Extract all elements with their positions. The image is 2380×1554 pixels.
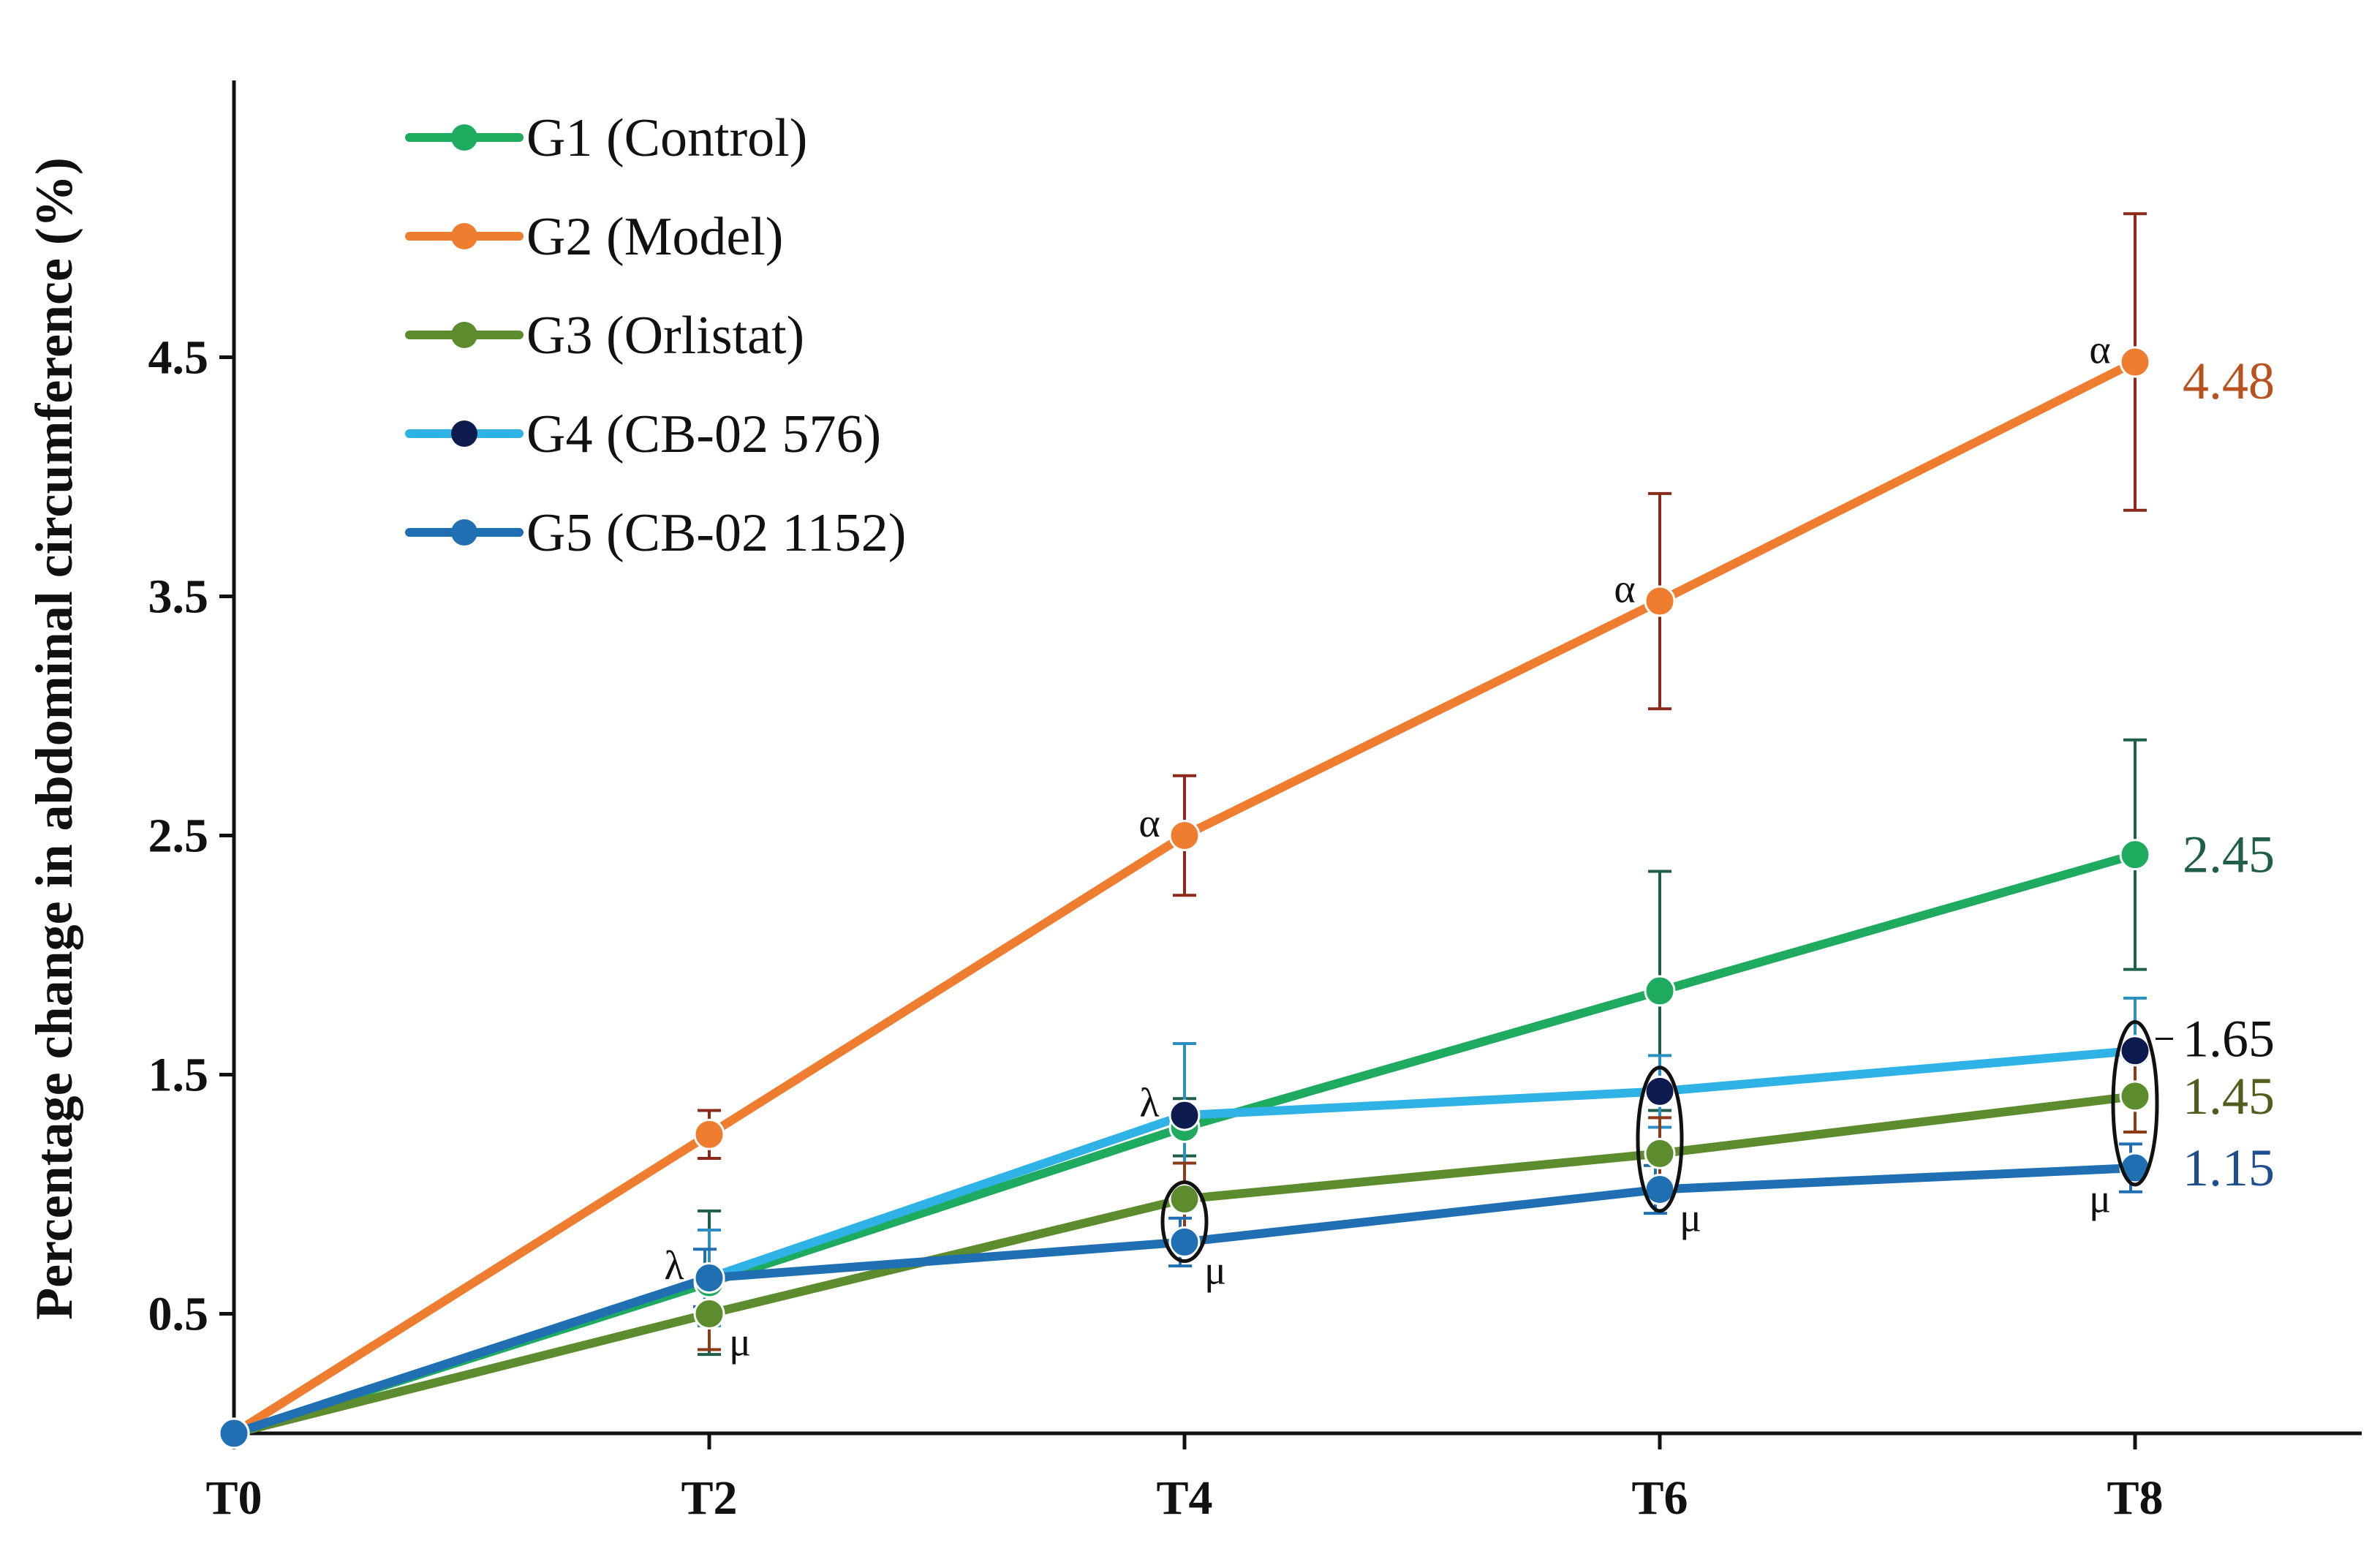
end-value-label: 2.45 — [2183, 826, 2275, 884]
y-tick-label: 3.5 — [148, 570, 209, 624]
x-tick-label-t6: T6 — [1631, 1471, 1688, 1525]
marker-g5 — [693, 1261, 725, 1294]
legend: G1 (Control) G2 (Model) G3 (Orlistat) G4 (C… — [405, 108, 906, 563]
x-tick-label-t2: T2 — [681, 1471, 737, 1525]
significance-marker: μ — [1680, 1196, 1701, 1241]
legend-marker-g5 — [451, 519, 477, 546]
significance-marker: α — [1138, 801, 1160, 846]
series-markers-layer — [218, 346, 2151, 1449]
marker-g3 — [1644, 1137, 1676, 1169]
end-value-label: 1.15 — [2183, 1139, 2275, 1197]
legend-label-g4: G4 (CB-02 576) — [526, 404, 881, 464]
marker-g4 — [1168, 1099, 1201, 1131]
end-value-label: 1.45 — [2183, 1067, 2275, 1125]
legend-marker-g1 — [451, 124, 477, 151]
legend-marker-g2 — [451, 223, 477, 249]
y-tick-label: 0.5 — [148, 1288, 209, 1341]
end-value-label: 4.48 — [2183, 352, 2275, 410]
marker-g4 — [1644, 1075, 1676, 1107]
marker-g1 — [1644, 975, 1676, 1007]
marker-g3 — [693, 1298, 725, 1329]
significance-marker: λ — [664, 1243, 684, 1289]
marker-g5 — [218, 1417, 250, 1449]
marker-g3 — [2119, 1080, 2151, 1112]
significance-marker: α — [2089, 328, 2110, 373]
significance-ellipse — [1636, 1065, 1684, 1213]
marker-g2 — [2119, 346, 2151, 378]
marker-g2 — [693, 1118, 725, 1150]
y-tick-label: 4.5 — [148, 331, 209, 385]
significance-marker: μ — [2089, 1177, 2111, 1222]
y-tick-label: 2.5 — [148, 810, 209, 863]
significance-ellipse — [2111, 1020, 2159, 1187]
axes-layer: T0 T2 T4 T6 T8 0.5 1.5 2.5 3.5 4.5 — [148, 80, 2362, 1525]
legend-marker-g3 — [451, 322, 477, 348]
legend-label-g5: G5 (CB-02 1152) — [526, 503, 906, 563]
x-tick-label-t4: T4 — [1156, 1471, 1212, 1525]
error-bars-layer — [693, 212, 2147, 1357]
marker-g4 — [2119, 1035, 2151, 1067]
marker-g3 — [1168, 1183, 1201, 1215]
x-tick-label-t8: T8 — [2107, 1471, 2163, 1525]
significance-marker: α — [1614, 567, 1635, 612]
legend-label-g2: G2 (Model) — [526, 207, 783, 267]
end-value-label: 1.65 — [2183, 1009, 2275, 1068]
legend-label-g3: G3 (Orlistat) — [526, 306, 804, 366]
marker-g1 — [2119, 839, 2151, 871]
x-tick-label-t0: T0 — [205, 1471, 262, 1525]
legend-marker-g4 — [451, 420, 477, 447]
y-tick-label: 1.5 — [148, 1049, 209, 1102]
significance-marker: λ — [1139, 1081, 1159, 1126]
y-axis-title: Percentage change in abdominal circumfer… — [25, 157, 83, 1320]
significance-marker: μ — [1204, 1248, 1226, 1294]
marker-g2 — [1644, 585, 1676, 617]
marker-g2 — [1168, 820, 1201, 851]
marker-g5 — [1168, 1226, 1201, 1258]
legend-label-g1: G1 (Control) — [526, 108, 807, 168]
significance-marker: μ — [729, 1320, 751, 1365]
series-line-g2 — [230, 358, 2139, 1438]
significance-ellipse — [1160, 1180, 1209, 1264]
series-lines-layer — [230, 358, 2139, 1438]
